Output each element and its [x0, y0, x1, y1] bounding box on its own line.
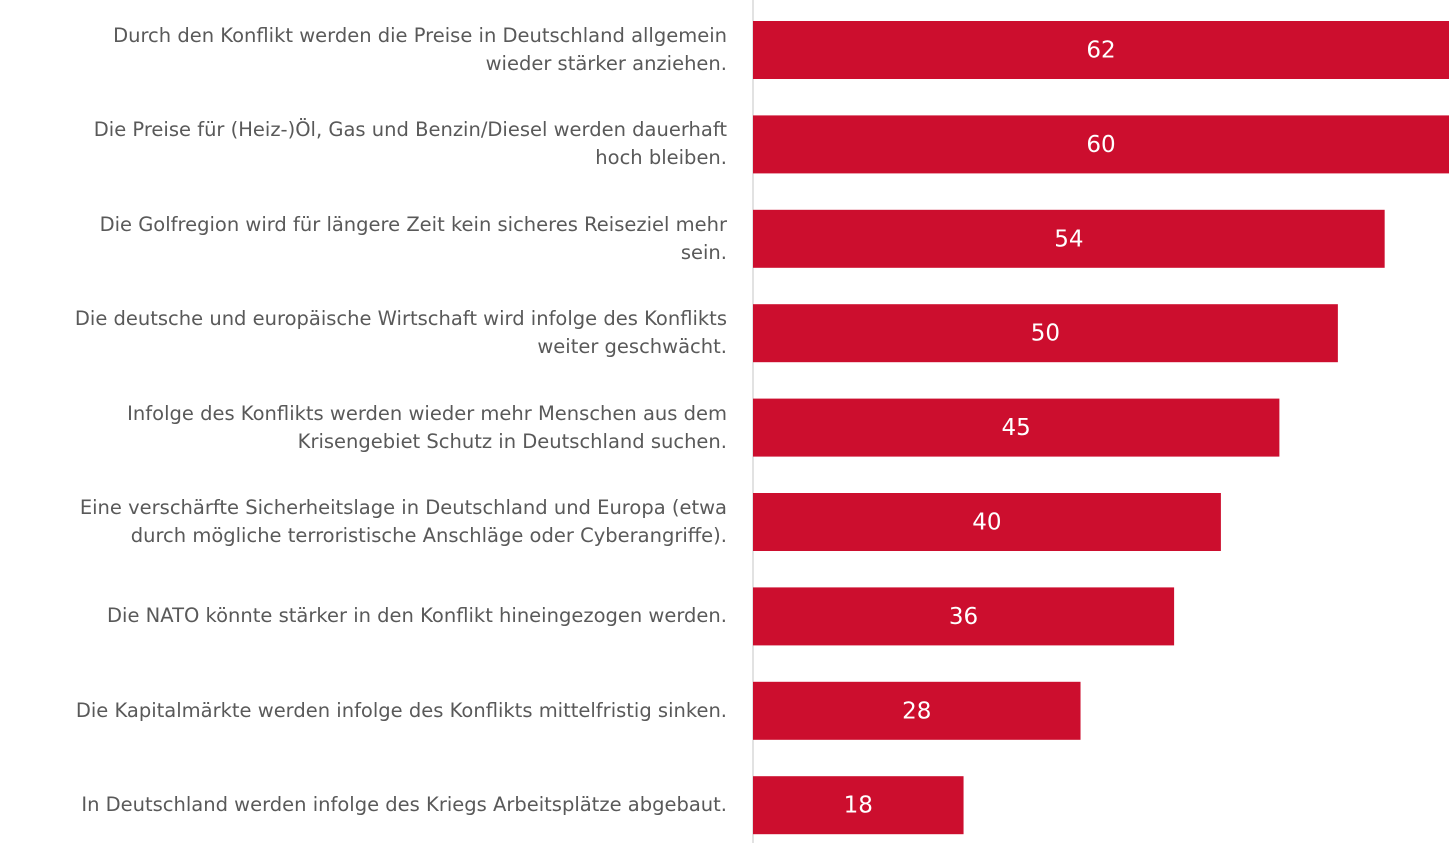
bar	[753, 209, 1385, 268]
category-label: In Deutschland werden infolge des Kriegs…	[81, 793, 727, 817]
bar	[753, 681, 1081, 740]
category-label: Durch den Konflikt werden die Preise in …	[113, 24, 727, 75]
category-label: Die Preise für (Heiz-)Öl, Gas und Benzin…	[93, 118, 727, 170]
bar	[753, 115, 1449, 174]
value-label: 50	[1031, 321, 1060, 347]
bar	[753, 304, 1338, 363]
value-label: 36	[949, 604, 978, 630]
category-label: Die Kapitalmärkte werden infolge des Kon…	[75, 698, 727, 722]
bar	[753, 493, 1221, 551]
category-label: Die Golfregion wird für längere Zeit kei…	[99, 212, 727, 264]
value-label: 18	[844, 793, 873, 819]
value-label: 28	[902, 698, 931, 724]
value-label: 62	[1086, 38, 1115, 64]
value-label: 40	[972, 510, 1001, 536]
category-label: Eine verschärfte Sicherheitslage in Deut…	[79, 496, 727, 547]
value-label: 54	[1054, 226, 1083, 252]
bar	[753, 587, 1175, 646]
category-label: Die deutsche und europäische Wirtschaft …	[74, 307, 727, 359]
value-label: 60	[1086, 132, 1115, 158]
bar	[753, 398, 1280, 457]
bar	[753, 776, 964, 835]
value-label: 45	[1002, 415, 1031, 441]
category-label: Infolge des Konflikts werden wieder mehr…	[127, 401, 727, 453]
bar	[753, 21, 1449, 79]
category-label: Die NATO könnte stärker in den Konflikt …	[107, 604, 727, 628]
